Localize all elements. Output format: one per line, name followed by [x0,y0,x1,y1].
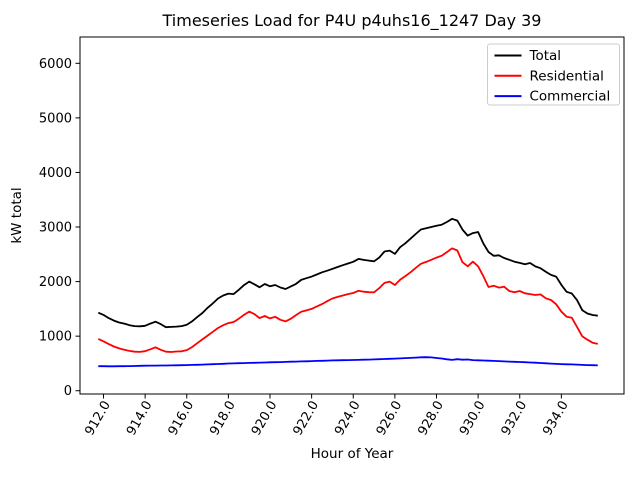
y-tick-label: 2000 [39,275,72,290]
x-tick-label: 922.0 [290,399,322,439]
y-axis-label: kW total [9,187,25,243]
residential-series-line [97,247,599,353]
y-tick-label: 1000 [39,330,72,345]
x-tick-label: 930.0 [457,399,489,439]
y-tick-label: 5000 [39,111,72,126]
y-tick-label: 6000 [39,57,72,72]
y-tick-label: 4000 [39,166,72,181]
total-series-line [97,217,598,329]
x-tick-label: 924.0 [332,399,364,439]
x-tick-label: 926.0 [374,399,406,439]
y-tick-label: 3000 [39,221,72,236]
x-tick-label: 912.0 [82,399,114,439]
legend-label-total: Total [529,48,562,64]
legend-label-commercial: Commercial [530,89,611,105]
legend: Total Residential Commercial [487,43,620,106]
plot-frame [79,36,625,395]
legend-box [487,43,620,106]
y-tick-label: 0 [64,384,72,399]
legend-label-residential: Residential [530,68,604,84]
x-tick-label: 928.0 [415,399,447,439]
x-tick-label: 918.0 [207,399,239,439]
chart-title: Timeseries Load for P4U p4uhs16_1247 Day… [162,11,542,31]
x-tick-label: 934.0 [540,399,572,439]
x-tick-label: 932.0 [499,399,531,439]
x-axis-label: Hour of Year [311,446,394,462]
x-tick-label: 914.0 [124,399,156,439]
x-tick-label: 916.0 [166,399,198,439]
commercial-series-line [98,356,598,368]
x-tick-label: 920.0 [249,399,281,439]
